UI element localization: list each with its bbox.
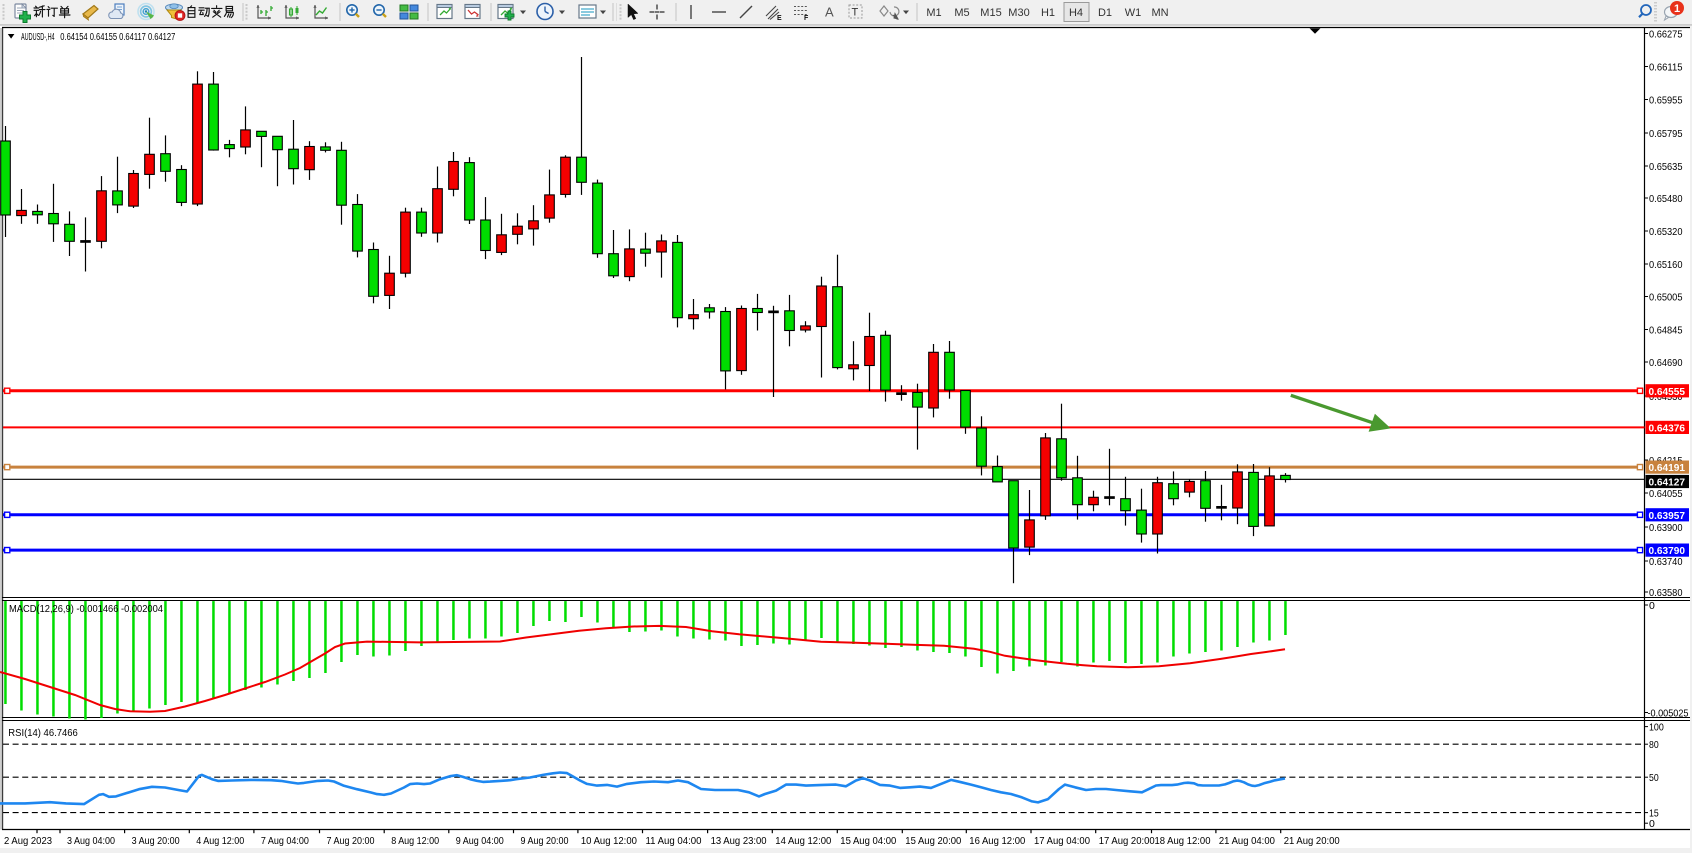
svg-text:0.65160: 0.65160 xyxy=(1649,259,1683,271)
svg-text:1: 1 xyxy=(1674,3,1680,15)
svg-text:8 Aug 12:00: 8 Aug 12:00 xyxy=(391,835,439,847)
svg-text:2 Aug 2023: 2 Aug 2023 xyxy=(4,835,52,847)
svg-text:0.66115: 0.66115 xyxy=(1649,61,1683,73)
svg-text:15: 15 xyxy=(1649,808,1659,820)
svg-text:0.64127: 0.64127 xyxy=(1649,477,1686,489)
svg-text:7 Aug 04:00: 7 Aug 04:00 xyxy=(261,835,309,847)
svg-text:21 Aug 20:00: 21 Aug 20:00 xyxy=(1284,835,1340,847)
svg-text:W1: W1 xyxy=(1125,7,1142,19)
svg-text:0.63957: 0.63957 xyxy=(1649,510,1686,522)
svg-text:0.66275: 0.66275 xyxy=(1649,28,1683,40)
svg-text:3 Aug 20:00: 3 Aug 20:00 xyxy=(132,835,180,847)
svg-text:15 Aug 20:00: 15 Aug 20:00 xyxy=(905,835,961,847)
svg-text:0.64845: 0.64845 xyxy=(1649,324,1683,336)
svg-text:9 Aug 20:00: 9 Aug 20:00 xyxy=(521,835,569,847)
svg-text:0.63790: 0.63790 xyxy=(1649,545,1686,557)
svg-text:10 Aug 12:00: 10 Aug 12:00 xyxy=(581,835,637,847)
svg-text:M15: M15 xyxy=(980,7,1001,19)
svg-text:MN: MN xyxy=(1151,7,1168,19)
svg-text:0.63900: 0.63900 xyxy=(1649,522,1683,534)
svg-text:RSI(14) 46.7466: RSI(14) 46.7466 xyxy=(8,728,78,739)
svg-text:17 Aug 20:00: 17 Aug 20:00 xyxy=(1099,835,1155,847)
svg-text:0.64690: 0.64690 xyxy=(1649,357,1683,369)
svg-text:18 Aug 12:00: 18 Aug 12:00 xyxy=(1155,835,1211,847)
svg-text:M5: M5 xyxy=(954,7,969,19)
svg-text:F: F xyxy=(804,15,809,22)
svg-text:100: 100 xyxy=(1649,722,1664,734)
svg-text:T: T xyxy=(852,7,859,19)
svg-text:4 Aug 12:00: 4 Aug 12:00 xyxy=(196,835,244,847)
svg-text:13 Aug 23:00: 13 Aug 23:00 xyxy=(711,835,767,847)
svg-text:50: 50 xyxy=(1649,772,1659,784)
svg-text:11 Aug 04:00: 11 Aug 04:00 xyxy=(646,835,702,847)
svg-text:0.63580: 0.63580 xyxy=(1649,587,1683,599)
svg-text:0.64191: 0.64191 xyxy=(1649,462,1686,474)
svg-text:17 Aug 04:00: 17 Aug 04:00 xyxy=(1034,835,1090,847)
svg-text:0.65635: 0.65635 xyxy=(1649,161,1683,173)
svg-text:E: E xyxy=(777,15,782,22)
svg-text:0.65480: 0.65480 xyxy=(1649,193,1683,205)
svg-text:0.64154 0.64155 0.64117 0.6412: 0.64154 0.64155 0.64117 0.64127 xyxy=(60,32,175,43)
svg-text:A: A xyxy=(825,5,834,20)
svg-text:0.65795: 0.65795 xyxy=(1649,128,1683,140)
svg-text:0.65955: 0.65955 xyxy=(1649,94,1683,106)
svg-text:M30: M30 xyxy=(1008,7,1029,19)
svg-text:16 Aug 12:00: 16 Aug 12:00 xyxy=(969,835,1025,847)
svg-text:0: 0 xyxy=(1649,818,1655,830)
svg-text:M1: M1 xyxy=(926,7,941,19)
svg-text:0.63740: 0.63740 xyxy=(1649,556,1683,568)
svg-text:H4: H4 xyxy=(1069,7,1083,19)
svg-text:-0.005025: -0.005025 xyxy=(1648,707,1689,719)
svg-text:D1: D1 xyxy=(1098,7,1112,19)
svg-text:15 Aug 04:00: 15 Aug 04:00 xyxy=(840,835,896,847)
svg-text:80: 80 xyxy=(1649,739,1659,751)
svg-text:0.64376: 0.64376 xyxy=(1649,422,1686,434)
svg-text:H1: H1 xyxy=(1041,7,1055,19)
svg-text:0.64555: 0.64555 xyxy=(1649,386,1686,398)
svg-text:MACD(12,26,9) -0.001466 -0.002: MACD(12,26,9) -0.001466 -0.002004 xyxy=(9,604,163,615)
svg-text:0: 0 xyxy=(1649,600,1655,612)
svg-text:3 Aug 04:00: 3 Aug 04:00 xyxy=(67,835,115,847)
svg-text:0.65005: 0.65005 xyxy=(1649,291,1683,303)
svg-text:14 Aug 12:00: 14 Aug 12:00 xyxy=(775,835,831,847)
svg-text:7 Aug 20:00: 7 Aug 20:00 xyxy=(327,835,375,847)
svg-text:9 Aug 04:00: 9 Aug 04:00 xyxy=(456,835,504,847)
svg-text:AUDUSD-,H4: AUDUSD-,H4 xyxy=(21,32,55,43)
svg-text:0.64055: 0.64055 xyxy=(1649,488,1683,500)
svg-text:21 Aug 04:00: 21 Aug 04:00 xyxy=(1219,835,1275,847)
svg-text:0.65320: 0.65320 xyxy=(1649,226,1683,238)
